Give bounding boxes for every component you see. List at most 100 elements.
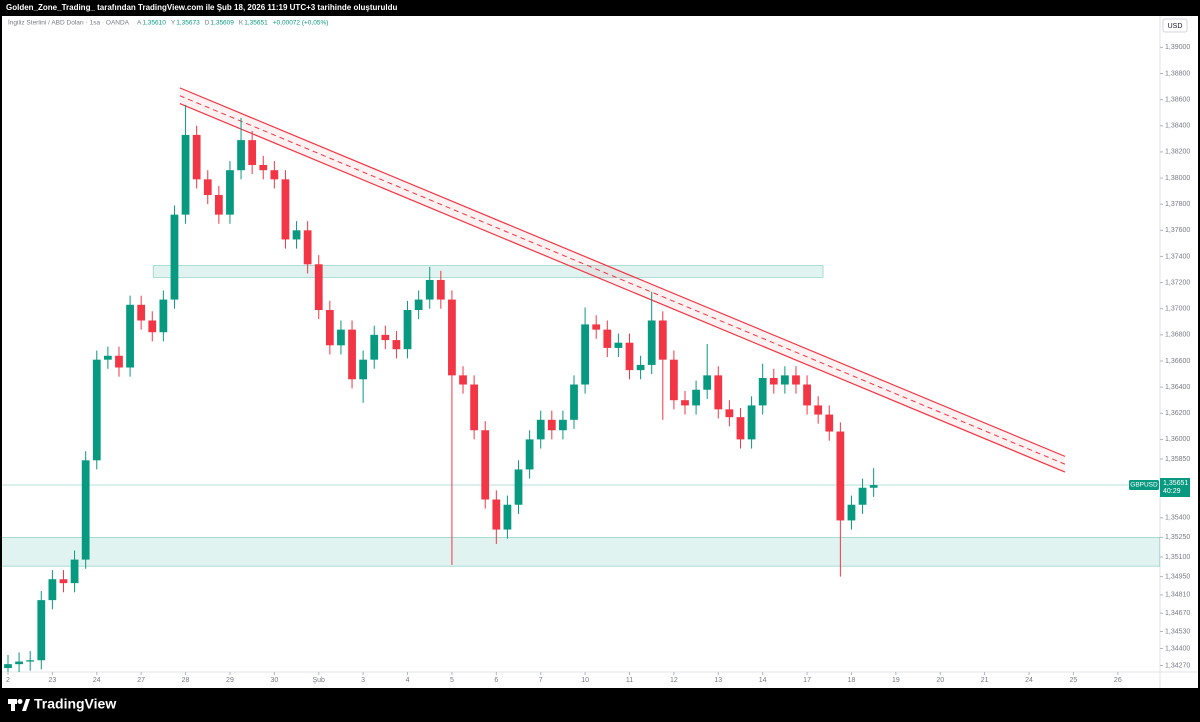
candle-body <box>392 340 401 350</box>
candle-body <box>758 377 767 406</box>
ohlc-key: D <box>205 20 210 27</box>
x-tick-label: 21 <box>981 677 989 684</box>
candle-body <box>658 320 667 360</box>
candle-body <box>48 579 57 601</box>
candle-body <box>237 140 245 171</box>
candle-body <box>559 419 567 431</box>
candle-body <box>214 195 223 215</box>
y-tick-label: 1,38600 <box>1165 96 1190 103</box>
candle-body <box>792 375 800 385</box>
trend-line <box>179 95 1066 465</box>
candle-body <box>181 134 190 215</box>
candle-body <box>525 439 534 470</box>
candle-body <box>26 660 35 662</box>
x-tick-label: 4 <box>406 677 410 684</box>
candle-body <box>70 559 79 584</box>
candle-body <box>103 355 112 360</box>
candle-body <box>814 405 823 415</box>
y-tick-label: 1,34530 <box>1165 628 1190 635</box>
candle-body <box>281 179 290 240</box>
logo-slash <box>22 699 30 711</box>
candle-body <box>803 384 811 406</box>
candle-body <box>492 499 501 530</box>
candle-body <box>459 375 467 385</box>
header-text: Golden_Zone_Trading_ tarafından TradingV… <box>6 3 398 12</box>
price-box <box>1160 478 1190 498</box>
candle-body <box>370 334 379 360</box>
y-tick-label: 1,35100 <box>1165 554 1190 561</box>
candle-body <box>570 384 578 420</box>
x-tick-label: 19 <box>892 677 900 684</box>
x-tick-label: 14 <box>759 677 767 684</box>
x-tick-label: 10 <box>581 677 589 684</box>
y-tick-label: 1,36600 <box>1165 358 1190 365</box>
ohlc-key: K <box>239 20 244 27</box>
y-tick-label: 1,35250 <box>1165 534 1190 541</box>
logo-stem <box>11 699 15 711</box>
x-tick-label: 12 <box>670 677 678 684</box>
x-tick-label: 3 <box>361 677 365 684</box>
candle-body <box>137 304 146 321</box>
x-tick-label: 7 <box>539 677 543 684</box>
candle-body <box>414 299 423 311</box>
ohlc-value: 1,35651 <box>244 20 268 27</box>
y-tick-label: 1,38000 <box>1165 175 1190 182</box>
zone <box>152 265 824 278</box>
x-tick-label: 11 <box>626 677 633 684</box>
x-tick-label: Şub <box>313 677 326 684</box>
candle-body <box>170 214 179 300</box>
y-tick-label: 1,37000 <box>1165 306 1190 313</box>
y-tick-label: 1,34810 <box>1165 592 1190 599</box>
candle-body <box>381 334 390 341</box>
candle-body <box>470 384 479 431</box>
candle-body <box>403 310 412 350</box>
y-tick-label: 1,35400 <box>1165 515 1190 522</box>
instrument: İngiliz Sterlini / ABD Doları · 1sa · OA… <box>8 18 130 27</box>
candle-body <box>348 329 356 380</box>
currency-box[interactable] <box>1162 18 1188 33</box>
candle-body <box>314 264 323 311</box>
candle-body <box>81 460 90 560</box>
candle-body <box>547 419 556 431</box>
candle-body <box>670 359 678 401</box>
trend-line <box>179 87 1066 457</box>
candle-body <box>203 179 212 196</box>
ohlc-value: 1,35609 <box>210 20 234 27</box>
candle-body <box>614 342 623 348</box>
y-tick-label: 1,36400 <box>1165 384 1190 391</box>
y-tick-label: 1,37200 <box>1165 279 1190 286</box>
y-tick-label: 1,38200 <box>1165 149 1190 156</box>
x-tick-label: 30 <box>270 677 278 684</box>
x-tick-label: 24 <box>93 677 101 684</box>
candle-body <box>192 134 201 180</box>
x-tick-label: 28 <box>182 677 190 684</box>
candle-body <box>681 400 689 406</box>
x-tick-label: 23 <box>48 677 56 684</box>
candle-body <box>625 342 634 371</box>
candle-body <box>248 140 257 165</box>
candle-body <box>836 431 845 521</box>
logo-dot <box>17 699 23 704</box>
candle-body <box>259 164 268 171</box>
brand: TradingView <box>34 696 116 712</box>
symbol-box <box>1129 480 1159 491</box>
plot <box>2 87 1160 672</box>
candle-body <box>581 324 589 385</box>
candle-body <box>448 299 456 376</box>
x-tick-label: 24 <box>1025 677 1033 684</box>
candle-body <box>148 320 157 333</box>
y-tick-label: 1,37400 <box>1165 253 1190 260</box>
x-tick-label: 20 <box>936 677 944 684</box>
y-tick-label: 1,38400 <box>1165 123 1190 130</box>
y-tick-label: 1,38800 <box>1165 70 1190 77</box>
symbol-label: GBPUSD <box>1130 482 1158 489</box>
candle-body <box>603 329 612 348</box>
ohlc-key: Y <box>171 20 176 27</box>
y-tick-label: 1,34270 <box>1165 662 1190 669</box>
candle-body <box>92 359 101 461</box>
candle-body <box>747 405 756 440</box>
candle-body <box>270 170 279 180</box>
candle-body <box>359 359 368 380</box>
candle-body <box>292 230 301 240</box>
